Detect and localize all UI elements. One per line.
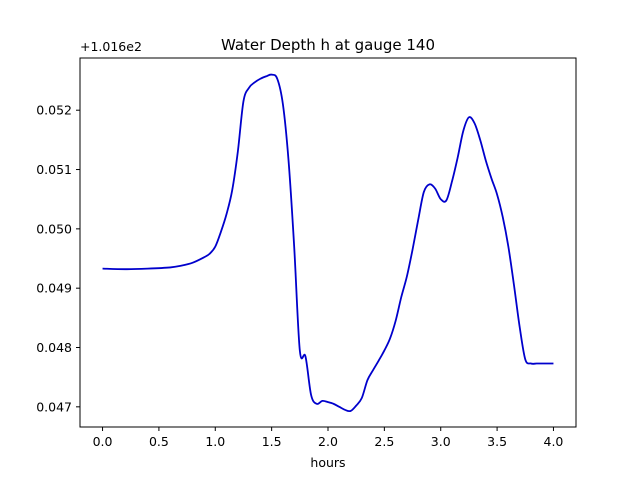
x-tick-label: 2.0 — [318, 434, 338, 449]
y-tick-label: 0.047 — [36, 399, 72, 414]
y-offset-label: +1.016e2 — [80, 39, 142, 54]
y-tick-label: 0.050 — [36, 221, 72, 236]
x-tick-label: 1.5 — [262, 434, 282, 449]
y-tick-label: 0.051 — [36, 162, 72, 177]
x-tick-label: 4.0 — [544, 434, 564, 449]
x-tick-label: 0.0 — [93, 434, 113, 449]
axis-ticks: 0.0 0.5 1.0 1.5 2.0 2.5 3.0 3.5 4.0 0.047 0.048 0.0… — [36, 103, 563, 449]
series-line-0 — [102, 73, 554, 413]
x-tick-label: 1.0 — [205, 434, 225, 449]
x-tick-label: 0.5 — [149, 434, 169, 449]
plot-area — [102, 73, 554, 413]
x-tick-label: 3.5 — [487, 434, 507, 449]
x-axis-label: hours — [310, 455, 345, 470]
plot-frame — [79, 57, 577, 428]
y-tick-label: 0.049 — [36, 281, 72, 296]
x-tick-label: 2.5 — [374, 434, 394, 449]
y-tick-label: 0.048 — [36, 340, 72, 355]
y-tick-label: 0.052 — [36, 103, 72, 118]
x-tick-label: 3.0 — [431, 434, 451, 449]
chart-title: Water Depth h at gauge 140 — [221, 36, 435, 54]
